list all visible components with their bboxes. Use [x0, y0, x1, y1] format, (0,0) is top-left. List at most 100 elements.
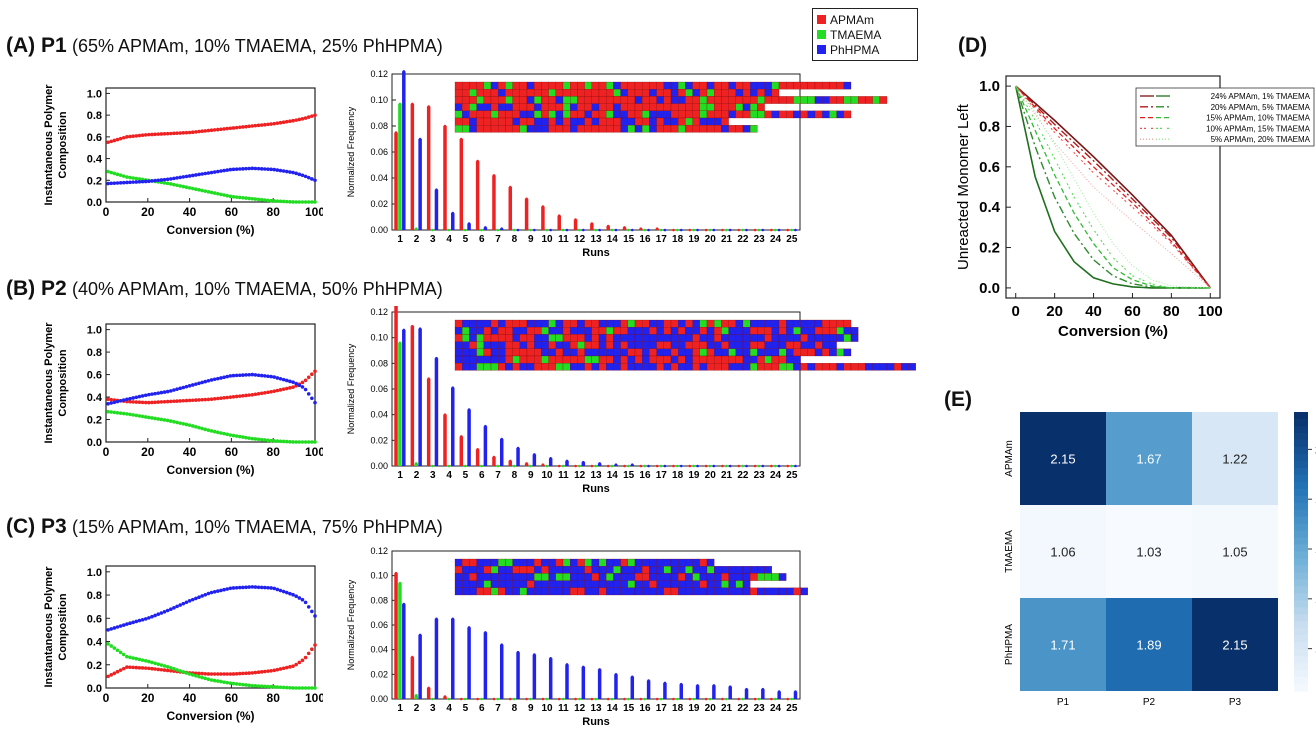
p2-runs-sequence-cell — [879, 363, 888, 371]
panel-c-subtitle: (15% APMAm, 10% TMAEMA, 75% PhHPMA) — [71, 517, 443, 537]
p2-composition-series1-point — [172, 419, 176, 424]
p2-runs-sequence-cell — [519, 319, 528, 328]
p3-runs-sequence-cell — [555, 573, 564, 581]
p3-runs-sequence-cell — [584, 587, 592, 596]
p2-runs-sequence-cell — [570, 363, 578, 371]
p2-runs-sequence-cell — [771, 334, 780, 342]
p2-runs-bar-cap — [427, 377, 430, 381]
p2-runs-sequence-cell — [598, 355, 607, 364]
p1-runs-sequence-cell — [714, 110, 722, 119]
p3-composition-series1-point — [297, 686, 302, 690]
x-tick-label: 15 — [623, 470, 635, 481]
p2-runs-sequence-cell — [476, 327, 484, 335]
colorbar-segment — [1294, 502, 1308, 511]
p1-runs-sequence-cell — [462, 89, 470, 97]
p1-runs-sequence-cell — [534, 125, 542, 133]
p3-runs-sequence-cell — [678, 558, 686, 567]
p1-runs-sequence-cell — [526, 96, 535, 104]
p1-runs-sequence-cell — [627, 103, 636, 111]
p2-runs-sequence-cell — [800, 348, 808, 357]
p1-runs-sequence-cell — [620, 103, 628, 111]
p3-composition-series1-point — [162, 664, 167, 668]
p1-composition-series2-point — [153, 178, 157, 183]
p2-runs-sequence-cell — [613, 363, 621, 371]
p2-runs-bar-4-s0 — [443, 414, 447, 466]
p1-runs-bar-cap — [708, 228, 712, 232]
p1-runs-sequence-cell — [627, 81, 636, 90]
p2-composition-series1-point — [109, 410, 114, 414]
p1-runs-sequence-cell — [670, 103, 679, 111]
p2-composition-series2-point — [153, 391, 157, 396]
x-tick-label: 16 — [639, 703, 651, 714]
p3-composition-series0-point — [159, 667, 164, 672]
p1-runs-sequence-cell — [584, 89, 592, 97]
p3-composition-series0-point — [165, 668, 170, 673]
panel-d-tag: (D) — [958, 34, 988, 57]
p3-runs-bar-cap — [561, 697, 565, 701]
p2-runs-sequence-cell — [534, 348, 542, 357]
p2-runs-bar-cap — [557, 464, 561, 468]
p2-runs-bar-1-s0 — [394, 306, 398, 466]
colorbar-segment — [1294, 565, 1308, 574]
x-tick-label: 14 — [607, 470, 619, 481]
p2-runs-sequence-cell — [627, 334, 636, 342]
p3-runs-bar-cap — [545, 697, 549, 701]
x-tick-label: 15 — [623, 234, 635, 245]
p3-composition-series1-point — [197, 674, 201, 679]
p1-runs-sequence-cell — [735, 103, 744, 111]
p1-runs-sequence-cell — [541, 81, 549, 90]
p1-composition-series0-point — [275, 121, 280, 125]
p1-composition-series0-point — [125, 135, 129, 139]
p1-runs-sequence-cell — [728, 96, 736, 104]
p2-runs-sequence-cell — [778, 355, 787, 364]
p2-composition-series1-point — [300, 440, 305, 444]
p1-runs-sequence-cell — [663, 81, 672, 90]
p1-runs-sequence-cell — [541, 103, 549, 111]
p3-composition-series0-point — [115, 669, 120, 674]
p1-composition-series2-point — [194, 173, 198, 177]
p1-composition-series1-point — [168, 182, 173, 186]
p3-runs-sequence-cell — [548, 580, 556, 588]
p3-composition-series0-point — [284, 665, 289, 670]
p1-composition-series2-point — [178, 175, 182, 180]
p3-runs-bar-cap — [696, 684, 699, 687]
p2-runs-sequence-cell — [454, 363, 463, 371]
p2-runs-sequence-cell — [706, 319, 715, 328]
p1-composition-series2-point — [288, 170, 292, 174]
heatmap-row-label: APMAm — [1004, 440, 1015, 477]
y-tick-label: 1.0 — [87, 88, 102, 100]
p2-runs-bar-cap — [529, 464, 532, 468]
p1-composition-series0-point — [297, 117, 302, 122]
p2-runs-sequence-cell — [548, 348, 556, 357]
colorbar-segment — [1294, 418, 1308, 427]
p3-runs-sequence-cell — [735, 566, 744, 574]
p2-runs-bar-cap — [414, 462, 418, 465]
p2-composition-series1-point — [266, 438, 270, 443]
p1-composition-series1-point — [206, 189, 211, 194]
p1-composition-series0-point — [197, 129, 201, 134]
p1-runs-sequence-cell — [678, 110, 686, 119]
p2-runs-sequence-cell — [462, 341, 470, 349]
p2-composition-series0-point — [306, 375, 311, 380]
p2-runs-sequence-cell — [836, 334, 844, 342]
p1-composition-series2-point — [247, 166, 251, 171]
p2-runs-sequence-cell — [620, 348, 628, 357]
p3-runs-bar-cap — [398, 581, 402, 585]
x-tick-label: 0 — [1012, 303, 1020, 320]
p3-runs-sequence-cell — [606, 573, 614, 581]
p3-runs-sequence-cell — [627, 587, 636, 596]
p2-runs-sequence-cell — [512, 363, 520, 371]
p2-composition-series0-point — [310, 372, 314, 377]
p1-runs-sequence-cell — [692, 89, 700, 97]
p3-runs-sequence-cell — [699, 558, 708, 567]
p1-runs-sequence-cell — [663, 110, 672, 119]
p2-runs-sequence-cell — [735, 327, 744, 335]
p1-runs-sequence-cell — [613, 96, 621, 104]
p1-runs-sequence-cell — [462, 125, 470, 133]
p1-runs-sequence-cell — [519, 103, 528, 111]
p1-composition-series0-point — [225, 126, 230, 131]
p2-runs-bar-2-s2 — [418, 328, 422, 466]
p1-runs-sequence-cell — [663, 89, 672, 97]
x-tick-label: 60 — [225, 205, 239, 219]
